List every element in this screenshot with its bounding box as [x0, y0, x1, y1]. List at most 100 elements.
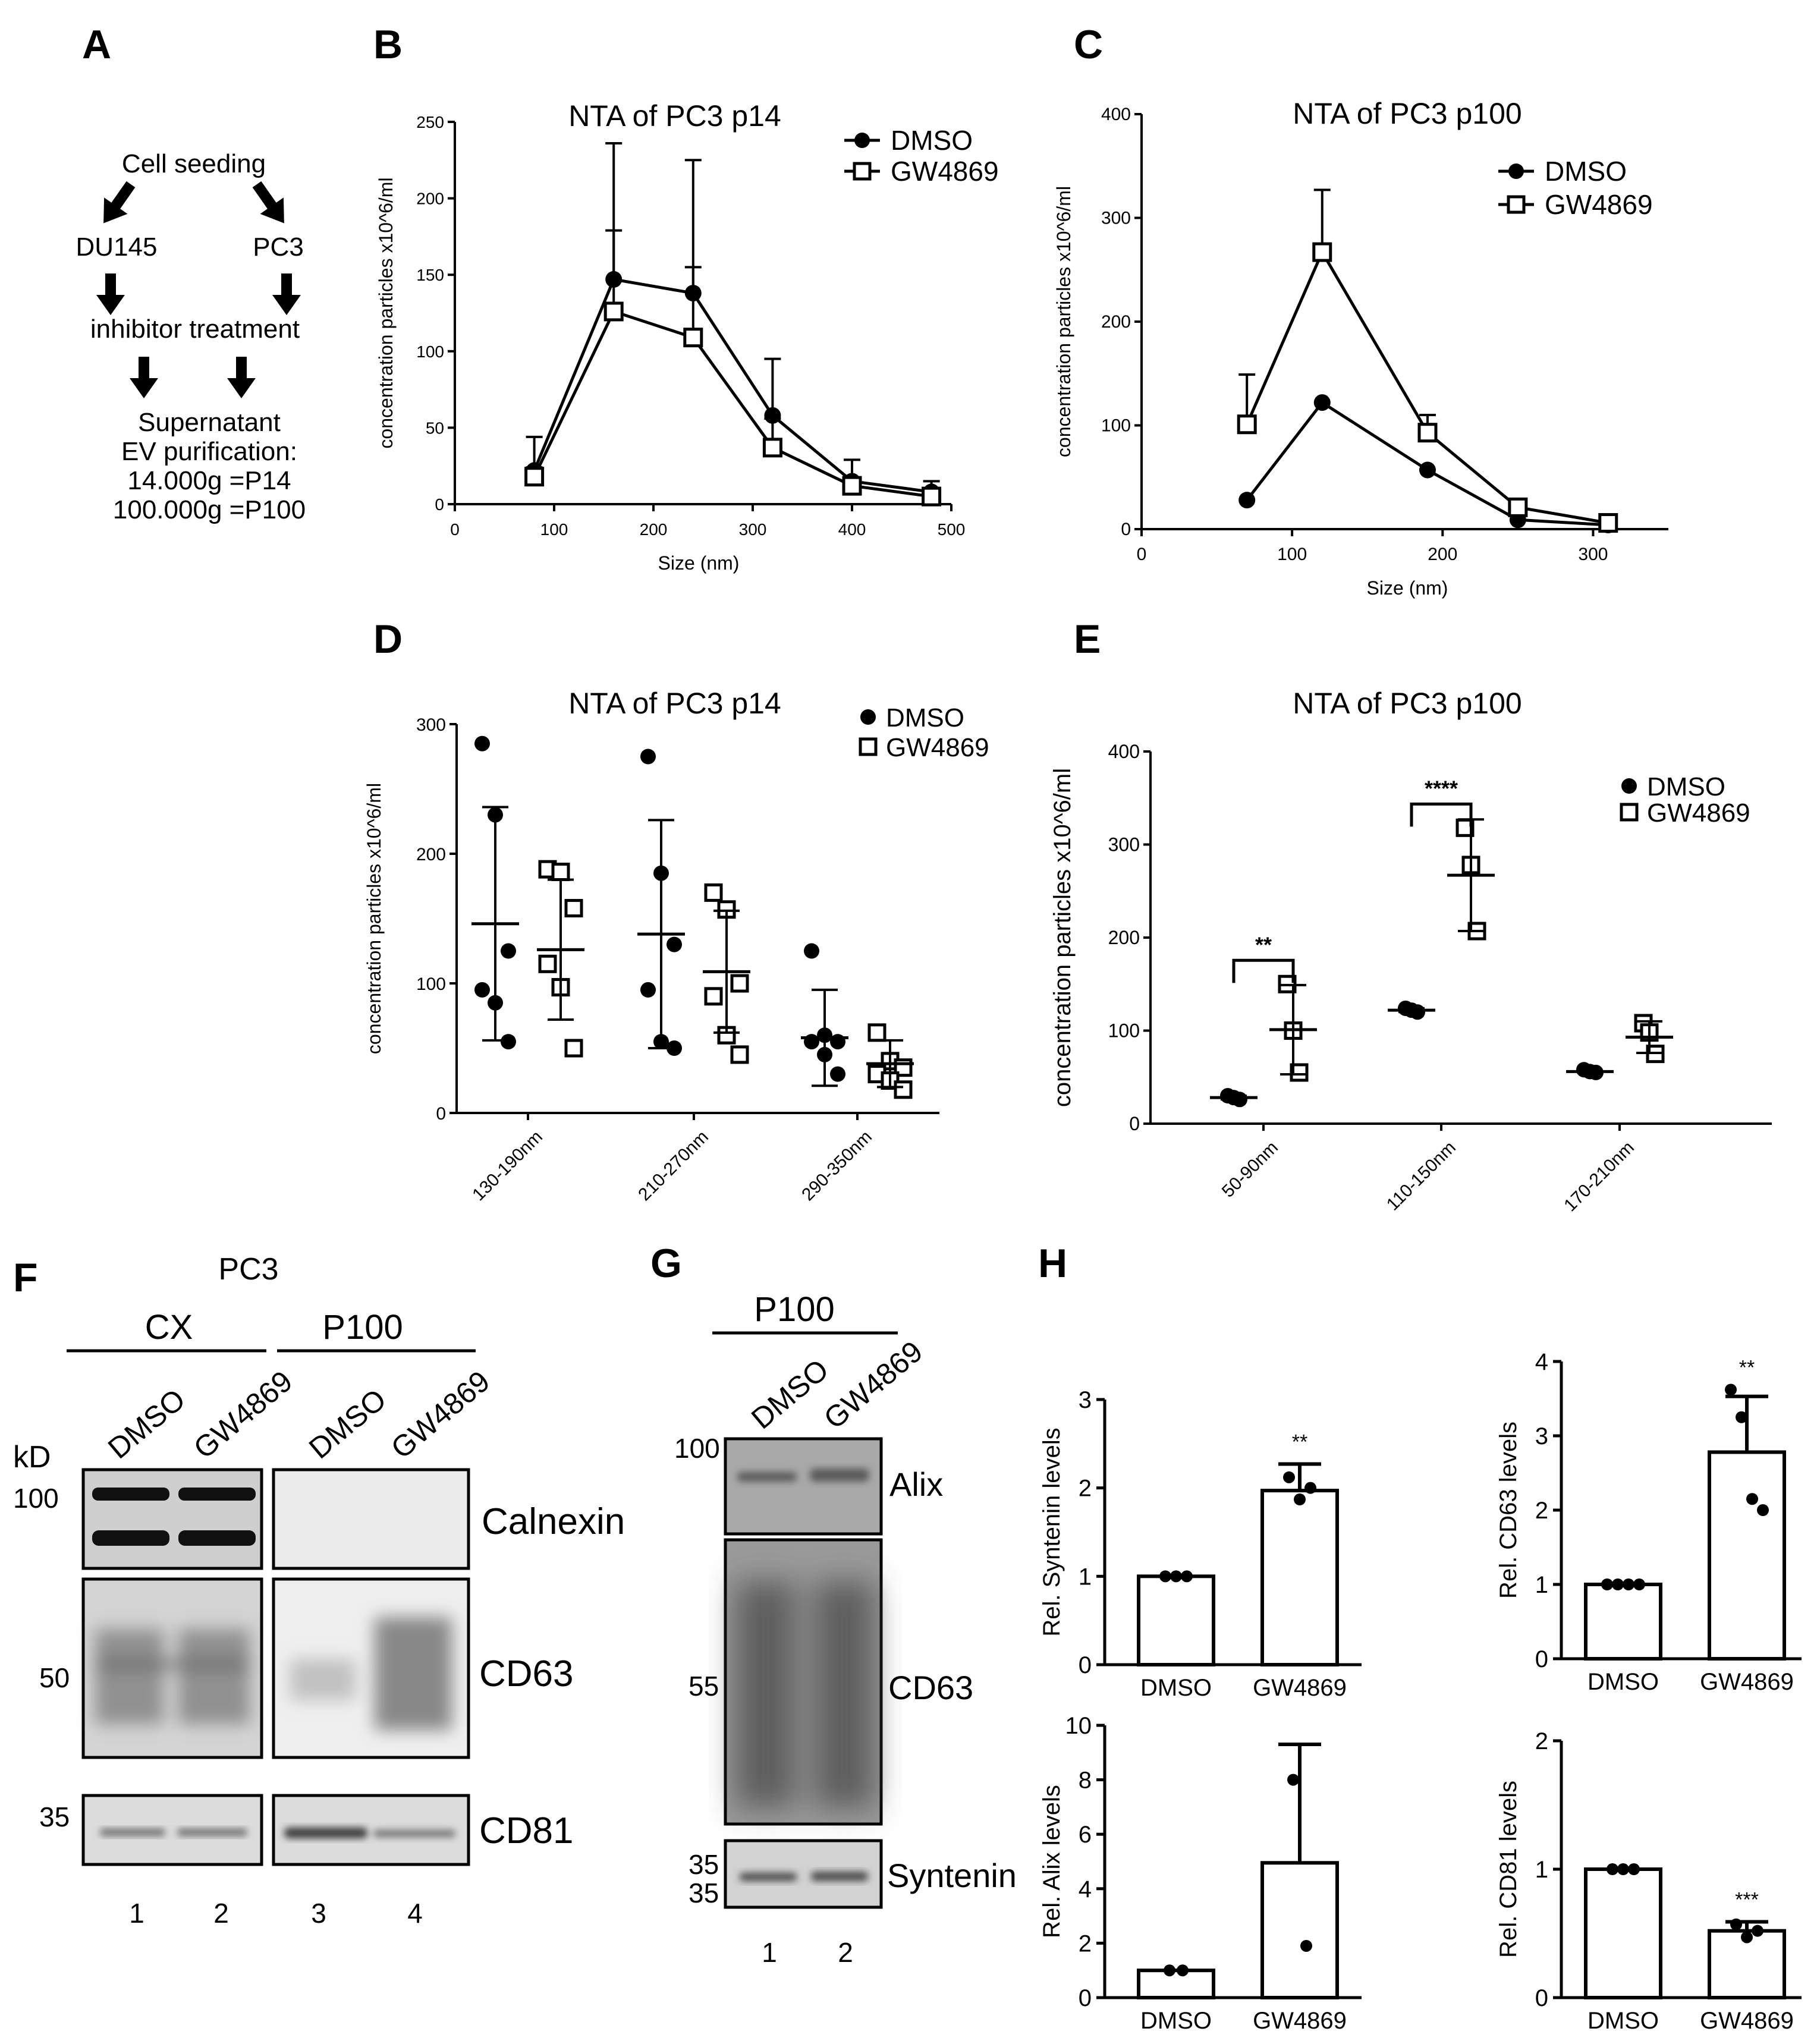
y-tick-label: 200: [1108, 927, 1140, 948]
blot-cd63-p100: [272, 1577, 470, 1759]
series-gw4869: [1237, 188, 1618, 533]
legend-marker: [854, 133, 870, 148]
arrow-down-icon: [272, 273, 301, 315]
significance-label: ***: [1735, 1889, 1759, 1911]
data-point: [1617, 1863, 1629, 1875]
data-point: [1159, 1570, 1171, 1583]
y-tick-label: 0: [435, 495, 444, 514]
data-point: [1287, 1773, 1299, 1786]
x-tick-label: 400: [838, 520, 866, 539]
data-point: [762, 438, 782, 458]
workflow-cell-line-pc3: PC3: [253, 232, 304, 262]
mw-marker: 50: [39, 1662, 70, 1693]
data-point: [1730, 1918, 1742, 1930]
x-tick-label: 100: [1277, 545, 1307, 564]
data-point: [564, 899, 583, 918]
protein-label: CD81: [479, 1810, 574, 1851]
data-point: [1598, 513, 1618, 533]
y-tick-label: 200: [416, 845, 446, 864]
y-axis-label: concentration particles x10^6/ml: [1049, 768, 1076, 1107]
legend-marker: [1507, 195, 1526, 214]
blot-cd81-p100: [272, 1794, 470, 1866]
panel-c: C 0 100 200 300 0 100 200 300 400 NTA of PC3 p100…: [1053, 22, 1668, 599]
panel-d: D 0 100 200 300 130-190nm 210-270nm 290-350nm N…: [363, 617, 989, 1205]
workflow-p14-speed: 14.000g =P14: [127, 466, 291, 495]
legend-label: GW4869: [886, 733, 989, 762]
y-tick-label: 200: [416, 190, 444, 208]
blot-group-p100: P100: [322, 1308, 403, 1347]
y-tick-label: 8: [1079, 1768, 1092, 1794]
x-tick-label: GW4869: [1700, 2008, 1794, 2034]
chart-cd81-bar: 0 1 2 Rel. CD81 levels DMSO GW4869 ***: [1495, 1728, 1802, 2034]
data-point: [474, 735, 490, 751]
x-tick-label: GW4869: [1700, 1669, 1794, 1695]
y-tick-label: 400: [1101, 105, 1131, 124]
legend-marker: [1620, 803, 1639, 822]
arrow-down-icon: [252, 181, 284, 224]
data-point: [804, 1034, 819, 1050]
bar: [1708, 1450, 1786, 1661]
lane-number: 3: [311, 1898, 326, 1929]
data-point: [1757, 1504, 1769, 1516]
data-point: [1237, 414, 1257, 435]
y-tick-label: 0: [1079, 1652, 1092, 1678]
y-tick-label: 4: [1079, 1876, 1092, 1903]
significance-label: **: [1292, 1431, 1307, 1454]
panel-g: G P100 DMSO GW4869 100 55 35 35: [650, 1241, 1017, 1968]
legend-label: DMSO: [886, 703, 964, 732]
lane-label: DMSO: [303, 1382, 392, 1465]
data-point: [538, 954, 557, 973]
y-tick-label: 100: [416, 974, 446, 994]
chart-syntenin-bar: 0 1 2 3 Rel. Syntenin levels DMSO GW4869 **: [1039, 1387, 1362, 1701]
data-point: [704, 987, 723, 1006]
y-tick-label: 0: [436, 1104, 446, 1124]
data-point: [842, 476, 862, 496]
series-gw4869: [524, 229, 942, 507]
data-point: [1741, 1931, 1753, 1944]
data-point: [1294, 1493, 1306, 1505]
lane-label: GW4869: [818, 1335, 929, 1436]
blot-cd63-cx: [81, 1577, 263, 1759]
lane-number: 2: [213, 1898, 229, 1929]
data-point: [1628, 1863, 1640, 1875]
x-tick-label: 500: [938, 520, 966, 539]
data-point: [804, 943, 819, 959]
blot-group-p100: P100: [754, 1290, 834, 1329]
x-tick-label: 210-270nm: [634, 1127, 712, 1205]
panel-h: H 0 1 2 3 Rel. Syntenin levels DMSO GW4869 ** 0…: [1038, 1241, 1802, 2034]
data-point: [640, 749, 656, 765]
blot-calnexin-p100: [272, 1468, 470, 1570]
y-tick-label: 0: [1121, 520, 1131, 539]
panel-letter-b: B: [373, 22, 403, 67]
chart-title: NTA of PC3 p100: [1293, 97, 1521, 130]
y-tick-label: 100: [416, 342, 444, 361]
y-axis-label: concentration particles x10^6/ml: [363, 783, 385, 1054]
protein-label: Syntenin: [887, 1857, 1017, 1894]
bar: [1260, 1489, 1339, 1667]
significance-bracket: [1410, 802, 1473, 827]
legend-marker: [853, 162, 872, 181]
lane-number: 2: [838, 1937, 853, 1968]
data-point: [830, 1034, 845, 1050]
y-tick-label: 10: [1065, 1713, 1092, 1739]
arrow-down-icon: [96, 273, 125, 315]
protein-label: Calnexin: [482, 1501, 625, 1542]
series-line: [533, 309, 932, 498]
significance-label: **: [1255, 932, 1272, 957]
data-point: [1623, 1578, 1634, 1590]
data-point: [1283, 1471, 1295, 1483]
data-point: [640, 982, 656, 998]
y-tick-label: 4: [1535, 1349, 1548, 1375]
data-point: [1633, 1578, 1645, 1590]
data-point: [1164, 1964, 1175, 1977]
workflow-step-ev-purification: EV purification:: [121, 437, 297, 466]
chart-title: NTA of PC3 p14: [568, 99, 781, 133]
panel-letter-f: F: [13, 1255, 38, 1300]
data-point: [1419, 461, 1436, 479]
y-tick-label: 0: [1079, 1985, 1092, 2011]
blot-cd81-cx: [81, 1794, 263, 1866]
data-point: [1746, 1493, 1758, 1505]
legend-label: DMSO: [891, 125, 973, 156]
panel-a: A Cell seeding DU145 PC3 inhibitor treat…: [76, 22, 306, 524]
panel-letter-c: C: [1074, 22, 1103, 67]
